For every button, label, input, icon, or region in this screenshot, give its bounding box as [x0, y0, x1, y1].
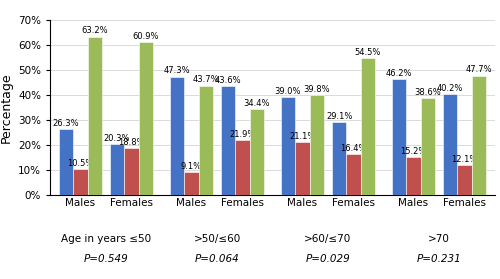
Text: 47.3%: 47.3%	[164, 66, 190, 75]
Text: 39.0%: 39.0%	[275, 87, 301, 96]
Bar	[236, 140, 250, 195]
Text: 26.3%: 26.3%	[53, 119, 80, 128]
Text: 20.3%: 20.3%	[104, 134, 130, 143]
Bar	[406, 157, 420, 195]
Text: >60/≤70: >60/≤70	[304, 234, 352, 244]
Text: 60.9%: 60.9%	[132, 32, 159, 41]
Bar	[295, 142, 310, 195]
Bar	[184, 172, 198, 195]
Bar	[250, 109, 264, 195]
Text: 21.1%: 21.1%	[290, 132, 316, 141]
Bar	[124, 148, 139, 195]
Text: 43.7%: 43.7%	[192, 75, 219, 84]
Bar	[360, 58, 375, 195]
Text: >70: >70	[428, 234, 450, 244]
Text: 40.2%: 40.2%	[437, 84, 463, 93]
Bar	[443, 94, 458, 195]
Bar	[281, 97, 295, 195]
Text: 18.8%: 18.8%	[118, 138, 145, 147]
Bar	[420, 98, 435, 195]
Text: 12.1%: 12.1%	[452, 155, 477, 164]
Text: 34.4%: 34.4%	[244, 99, 270, 108]
Text: P=0.029: P=0.029	[306, 254, 350, 264]
Bar	[198, 86, 213, 195]
Bar	[310, 95, 324, 195]
Bar	[74, 169, 88, 195]
Bar	[346, 154, 360, 195]
Text: 39.8%: 39.8%	[304, 85, 330, 94]
Text: P=0.549: P=0.549	[84, 254, 128, 264]
Bar	[88, 37, 102, 195]
Bar	[110, 144, 124, 195]
Text: 9.1%: 9.1%	[181, 162, 202, 171]
Text: 38.6%: 38.6%	[414, 88, 441, 97]
Bar	[59, 129, 74, 195]
Y-axis label: Percentage: Percentage	[0, 72, 12, 143]
Text: 21.9%: 21.9%	[230, 130, 256, 139]
Text: 16.4%: 16.4%	[340, 144, 367, 153]
Bar	[170, 76, 184, 195]
Text: Age in years ≤50: Age in years ≤50	[61, 234, 151, 244]
Bar	[221, 86, 236, 195]
Bar	[139, 42, 153, 195]
Text: 15.2%: 15.2%	[400, 147, 426, 156]
Text: 43.6%: 43.6%	[215, 76, 242, 85]
Text: 10.5%: 10.5%	[68, 159, 94, 168]
Text: 47.7%: 47.7%	[466, 65, 492, 74]
Text: 29.1%: 29.1%	[326, 112, 352, 121]
Text: P=0.231: P=0.231	[416, 254, 462, 264]
Text: 63.2%: 63.2%	[82, 26, 108, 35]
Text: 46.2%: 46.2%	[386, 69, 412, 78]
Text: 54.5%: 54.5%	[354, 48, 381, 57]
Bar	[458, 165, 471, 195]
Bar	[332, 122, 346, 195]
Bar	[392, 79, 406, 195]
Bar	[472, 76, 486, 195]
Text: >50/≤60: >50/≤60	[194, 234, 240, 244]
Text: P=0.064: P=0.064	[194, 254, 240, 264]
